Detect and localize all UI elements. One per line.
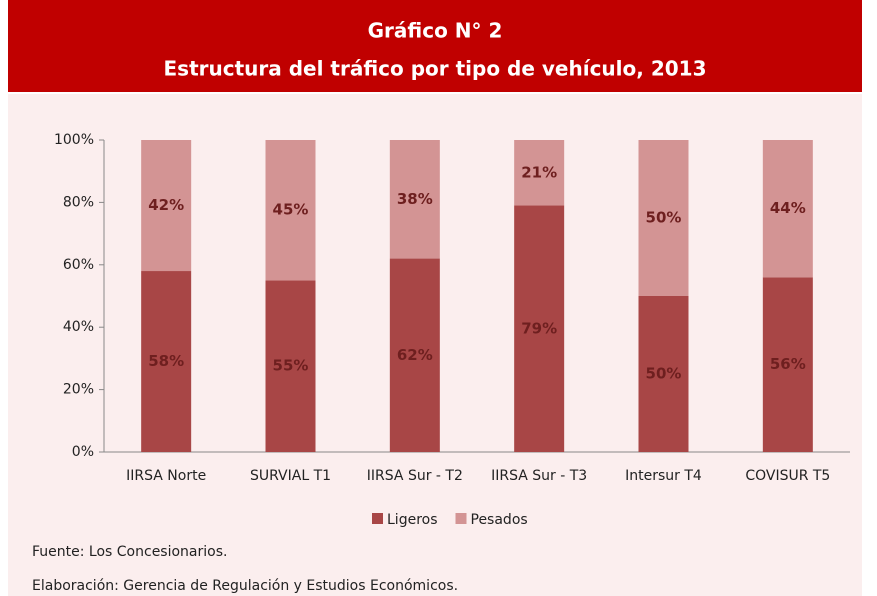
bar-segment [389,258,440,452]
legend-label: Ligeros [387,512,438,528]
legend-label: Pesados [471,512,528,528]
bar-segment [638,296,689,452]
bar-segment [514,140,565,206]
y-tick-label: 0% [72,444,94,460]
data-label: 50% [646,365,682,383]
x-tick-label: COVISUR T5 [745,468,830,484]
source-note: Fuente: Los Concesionarios. [32,544,227,560]
bar-segment [514,205,565,452]
data-label: 38% [397,190,433,208]
data-label: 56% [770,355,806,373]
y-tick-label: 40% [63,319,94,335]
bar-segment [141,140,192,272]
y-tick-label: 60% [63,257,94,273]
bar-segment [762,277,813,452]
x-tick-label: IIRSA Sur - T3 [491,468,587,484]
bar-segment [389,140,440,259]
bar-segment [265,140,316,281]
x-tick-label: SURVIAL T1 [250,468,331,484]
y-tick-label: 20% [63,382,94,398]
data-label: 50% [646,209,682,227]
header [8,0,862,92]
bar-segment [762,140,813,278]
x-tick-label: IIRSA Norte [126,468,206,484]
legend-swatch [455,513,467,524]
bar-segment [638,140,689,296]
data-label: 79% [521,319,557,337]
bar-segment [141,271,192,452]
y-tick-label: 80% [63,194,94,210]
credit-note: Elaboración: Gerencia de Regulación y Es… [32,578,458,594]
y-tick-label: 100% [54,132,94,148]
x-tick-label: Intersur T4 [625,468,702,484]
data-label: 42% [148,196,184,214]
bar-segment [265,280,316,452]
data-label: 55% [273,357,309,375]
data-label: 58% [148,352,184,370]
data-label: 45% [273,201,309,219]
data-label: 21% [521,163,557,181]
x-tick-label: IIRSA Sur - T2 [367,468,463,484]
data-label: 62% [397,346,433,364]
legend-swatch [372,513,383,524]
chart-subtitle: Estructura del tráfico por tipo de vehíc… [164,57,707,81]
chart-title: Gráfico N° 2 [368,19,503,43]
data-label: 44% [770,199,806,217]
